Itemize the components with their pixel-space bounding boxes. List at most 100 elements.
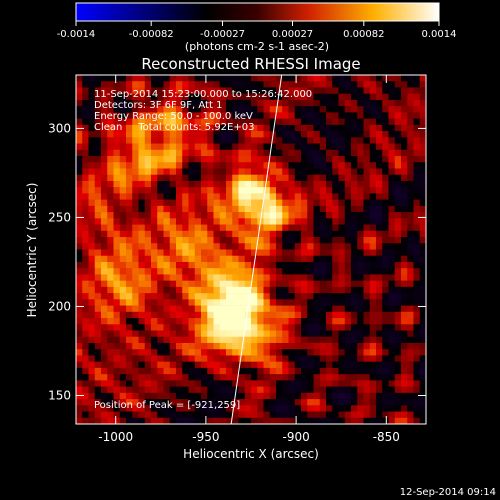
heatmap-cell: [288, 93, 296, 101]
heatmap-cell: [107, 405, 114, 412]
heatmap-cell: [188, 137, 196, 144]
heatmap-cell: [288, 355, 296, 362]
heatmap-cell: [101, 118, 108, 126]
heatmap-cell: [188, 212, 196, 219]
heatmap-cell: [194, 361, 202, 369]
heatmap-cell: [257, 330, 264, 338]
heatmap-cell: [138, 361, 146, 369]
heatmap-cell: [351, 274, 358, 281]
heatmap-cell: [407, 261, 414, 269]
heatmap-cell: [169, 374, 177, 381]
heatmap-cell: [307, 193, 314, 200]
heatmap-cell: [113, 417, 121, 424]
heatmap-cell: [219, 274, 227, 281]
heatmap-cell: [388, 149, 396, 157]
heatmap-cell: [207, 168, 214, 176]
heatmap-cell: [301, 205, 308, 213]
heatmap-cell: [88, 386, 96, 394]
heatmap-cell: [269, 149, 277, 157]
heatmap-cell: [238, 224, 246, 232]
heatmap-cell: [244, 149, 252, 157]
heatmap-cell: [226, 311, 233, 319]
heatmap-cell: [132, 293, 139, 300]
heatmap-cell: [201, 305, 208, 313]
heatmap-cell: [232, 149, 239, 157]
heatmap-cell: [132, 392, 139, 400]
heatmap-cell: [132, 349, 139, 356]
heatmap-cell: [407, 318, 414, 325]
heatmap-cell: [94, 124, 102, 132]
heatmap-cell: [182, 380, 189, 387]
heatmap-cell: [201, 187, 208, 194]
heatmap-cell: [257, 224, 264, 232]
heatmap-cell: [257, 249, 264, 257]
heatmap-cell: [301, 367, 308, 375]
heatmap-cell: [144, 286, 152, 294]
heatmap-cell: [94, 131, 102, 138]
heatmap-cell: [313, 386, 321, 394]
heatmap-cell: [313, 355, 321, 362]
heatmap-cell: [251, 249, 258, 257]
heatmap-cell: [144, 156, 152, 163]
heatmap-cell: [169, 193, 177, 200]
heatmap-cell: [157, 205, 164, 213]
heatmap-cell: [251, 118, 258, 126]
heatmap-cell: [207, 149, 214, 157]
heatmap-cell: [288, 299, 296, 306]
heatmap-cell: [169, 81, 177, 88]
heatmap-cell: [307, 399, 314, 406]
heatmap-cell: [276, 405, 283, 412]
heatmap-cell: [101, 286, 108, 294]
heatmap-cell: [226, 399, 233, 406]
heatmap-cell: [276, 112, 283, 119]
heatmap-cell: [313, 75, 321, 82]
heatmap-cell: [319, 280, 327, 288]
heatmap-cell: [144, 268, 152, 275]
heatmap-cell: [213, 268, 221, 275]
heatmap-cell: [251, 106, 258, 113]
heatmap-cell: [169, 411, 177, 419]
heatmap-cell: [332, 336, 339, 344]
heatmap-cell: [382, 411, 389, 419]
heatmap-cell: [313, 193, 321, 200]
heatmap-cell: [301, 168, 308, 176]
heatmap-cell: [188, 224, 196, 232]
heatmap-cell: [213, 355, 221, 362]
heatmap-cell: [88, 205, 96, 213]
heatmap-cell: [382, 386, 389, 394]
heatmap-cell: [151, 355, 158, 362]
heatmap-cell: [201, 286, 208, 294]
heatmap-cell: [307, 187, 314, 194]
heatmap-cell: [351, 255, 358, 263]
heatmap-cell: [207, 162, 214, 169]
heatmap-cell: [257, 374, 264, 381]
heatmap-cell: [388, 230, 396, 238]
heatmap-cell: [269, 417, 277, 424]
heatmap-cell: [194, 112, 202, 119]
heatmap-cell: [251, 336, 258, 344]
heatmap-cell: [194, 243, 202, 250]
heatmap-cell: [207, 187, 214, 194]
heatmap-cell: [332, 224, 339, 232]
heatmap-cell: [107, 168, 114, 176]
heatmap-cell: [163, 336, 171, 344]
heatmap-cell: [119, 318, 127, 325]
heatmap-cell: [407, 143, 414, 151]
heatmap-cell: [332, 405, 339, 412]
heatmap-cell: [138, 411, 146, 419]
heatmap-cell: [269, 187, 277, 194]
heatmap-cell: [376, 380, 383, 387]
heatmap-cell: [76, 355, 83, 362]
heatmap-cell: [232, 399, 239, 406]
heatmap-cell: [319, 224, 327, 232]
heatmap-cell: [144, 392, 152, 400]
heatmap-cell: [288, 162, 296, 169]
heatmap-cell: [269, 199, 277, 207]
heatmap-cell: [263, 405, 271, 412]
heatmap-cell: [251, 187, 258, 194]
heatmap-cell: [301, 131, 308, 138]
heatmap-cell: [151, 81, 158, 88]
heatmap-cell: [388, 411, 396, 419]
heatmap-cell: [332, 392, 339, 400]
heatmap-cell: [88, 293, 96, 300]
